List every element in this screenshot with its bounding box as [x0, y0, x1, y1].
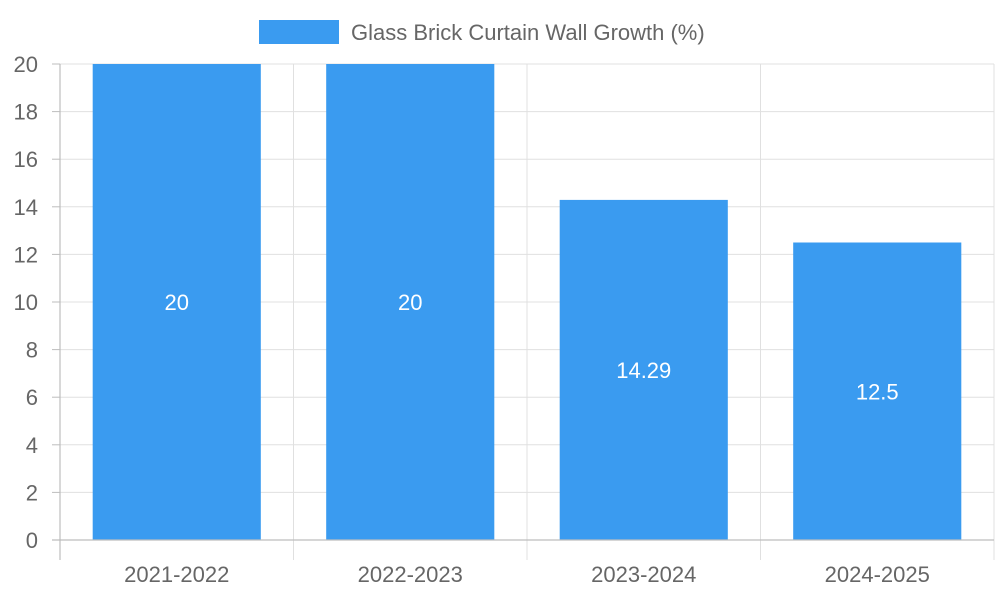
- legend-swatch[interactable]: [259, 20, 339, 44]
- bars: 20 20 14.29 12.5: [92, 64, 962, 541]
- y-tick-label: 18: [14, 100, 38, 125]
- y-tick-label: 4: [26, 433, 38, 458]
- x-tick-label: 2023-2024: [591, 562, 696, 587]
- data-label: 14.29: [616, 358, 671, 383]
- data-label: 12.5: [856, 379, 899, 404]
- bar[interactable]: [92, 64, 261, 540]
- y-tick-label: 0: [26, 528, 38, 553]
- bar[interactable]: [326, 64, 495, 540]
- data-label: 20: [398, 290, 422, 315]
- x-tick-label: 2022-2023: [358, 562, 463, 587]
- legend[interactable]: Glass Brick Curtain Wall Growth (%): [259, 20, 705, 45]
- y-tick-label: 16: [14, 147, 38, 172]
- x-tick-label: 2021-2022: [124, 562, 229, 587]
- bar[interactable]: [559, 199, 728, 540]
- x-tick-label: 2024-2025: [825, 562, 930, 587]
- y-tick-label: 14: [14, 195, 38, 220]
- data-label: 20: [165, 290, 189, 315]
- y-tick-label: 20: [14, 52, 38, 77]
- y-tick-label: 8: [26, 338, 38, 363]
- bar[interactable]: [793, 242, 962, 541]
- axes: 0 2 4 6 8 10 12 14 16 18 20 2021-2022 2022-2023 2023-…: [14, 52, 994, 587]
- y-tick-label: 6: [26, 385, 38, 410]
- y-tick-label: 12: [14, 242, 38, 267]
- y-tick-label: 10: [14, 290, 38, 315]
- legend-label[interactable]: Glass Brick Curtain Wall Growth (%): [351, 20, 705, 45]
- y-tick-label: 2: [26, 480, 38, 505]
